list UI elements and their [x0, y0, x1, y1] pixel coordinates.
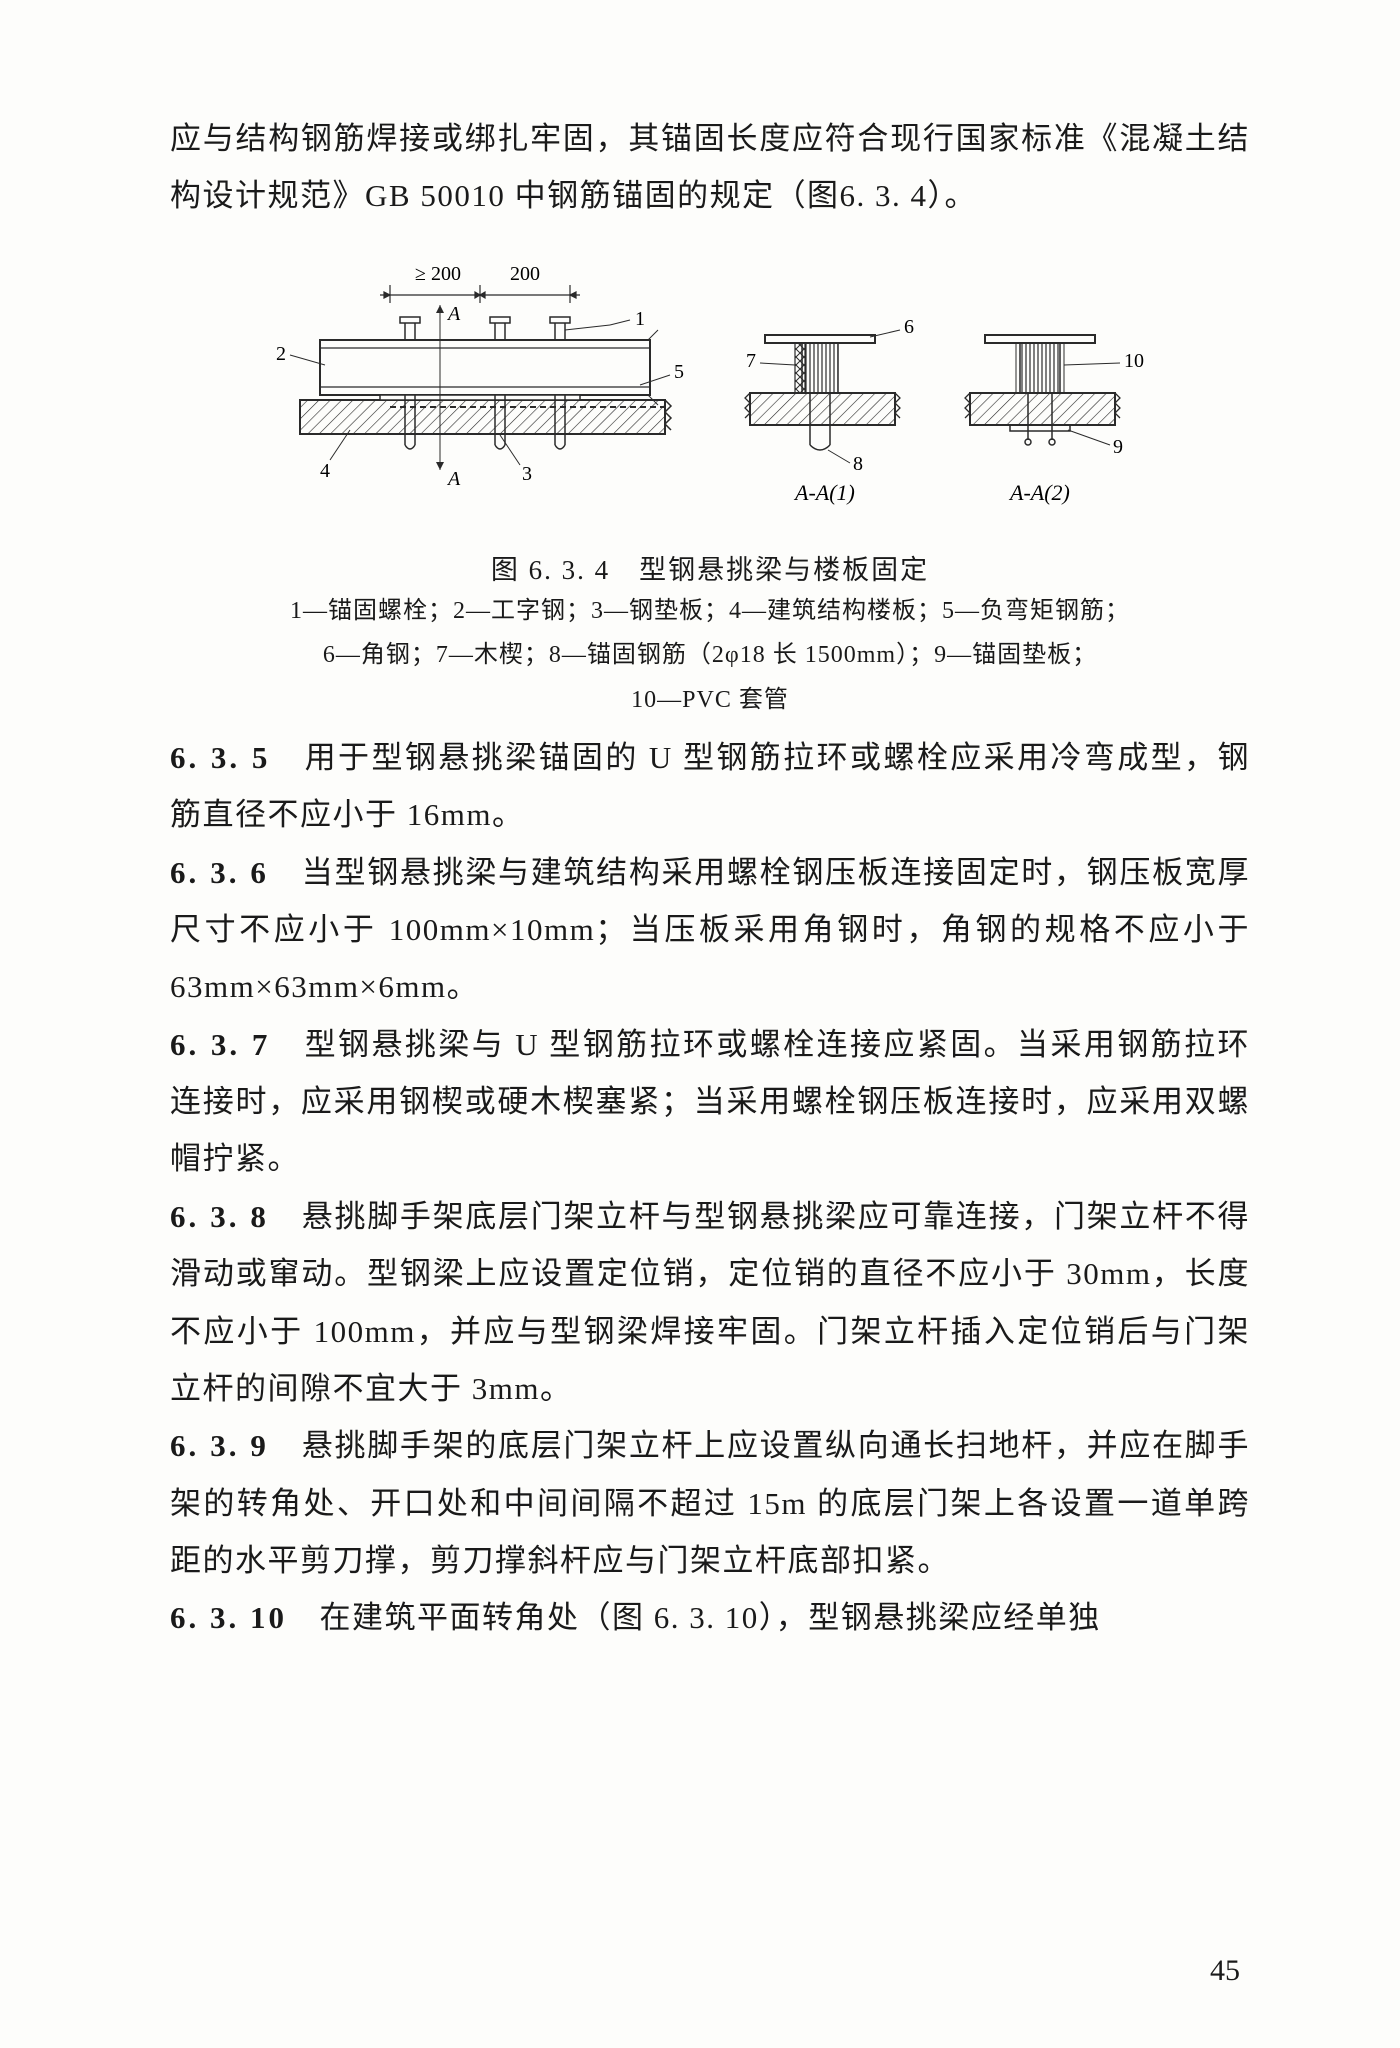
- section-text: 当型钢悬挑梁与建筑结构采用螺栓钢压板连接固定时，钢压板宽厚尺寸不应小于 100m…: [170, 855, 1250, 1005]
- section-text: 在建筑平面转角处（图 6. 3. 10），型钢悬挑梁应经单独: [287, 1600, 1101, 1635]
- section-num: 6. 3. 7: [170, 1027, 270, 1062]
- figure-legend-3: 10—PVC 套管: [170, 680, 1250, 721]
- section-num: 6. 3. 6: [170, 855, 269, 890]
- callout-4: 4: [320, 460, 330, 482]
- callout-8: 8: [853, 453, 863, 475]
- section-num: 6. 3. 10: [170, 1600, 287, 1635]
- section-num: 6. 3. 8: [170, 1199, 269, 1234]
- figure-6-3-4: ≥ 200 200: [170, 245, 1250, 721]
- section-6-3-5: 6. 3. 5 用于型钢悬挑梁锚固的 U 型钢筋拉环或螺栓应采用冷弯成型，钢筋直…: [170, 729, 1250, 844]
- section-A-top: A: [446, 303, 461, 325]
- page: 应与结构钢筋焊接或绑扎牢固，其锚固长度应符合现行国家标准《混凝土结构设计规范》G…: [0, 0, 1400, 2048]
- section-6-3-7: 6. 3. 7 型钢悬挑梁与 U 型钢筋拉环或螺栓连接应紧固。当采用钢筋拉环连接…: [170, 1016, 1250, 1188]
- callout-9: 9: [1113, 436, 1123, 458]
- section-6-3-9: 6. 3. 9 悬挑脚手架的底层门架立杆上应设置纵向通长扫地杆，并应在脚手架的转…: [170, 1417, 1250, 1589]
- section-aa2: 10 9 A-A(2): [965, 335, 1144, 505]
- section-text: 用于型钢悬挑梁锚固的 U 型钢筋拉环或螺栓应采用冷弯成型，钢筋直径不应小于 16…: [170, 740, 1250, 832]
- page-number: 45: [1210, 1954, 1240, 1988]
- callout-5: 5: [674, 361, 684, 383]
- callout-1: 1: [635, 308, 645, 330]
- figure-legend-1: 1—锚固螺栓；2—工字钢；3—钢垫板；4—建筑结构楼板；5—负弯矩钢筋；: [170, 591, 1250, 632]
- section-text: 悬挑脚手架的底层门架立杆上应设置纵向通长扫地杆，并应在脚手架的转角处、开口处和中…: [170, 1428, 1250, 1578]
- figure-svg: ≥ 200 200: [270, 245, 1150, 535]
- section-num: 6. 3. 9: [170, 1428, 269, 1463]
- elevation-view: ≥ 200 200: [276, 263, 684, 490]
- section-label-aa1: A-A(1): [793, 480, 855, 505]
- section-aa1: 6 7 8 A-A(1): [745, 316, 914, 505]
- callout-10: 10: [1124, 350, 1144, 372]
- section-6-3-6: 6. 3. 6 当型钢悬挑梁与建筑结构采用螺栓钢压板连接固定时，钢压板宽厚尺寸不…: [170, 844, 1250, 1016]
- section-A-bot: A: [446, 468, 461, 490]
- callout-2: 2: [276, 343, 286, 365]
- section-6-3-10: 6. 3. 10 在建筑平面转角处（图 6. 3. 10），型钢悬挑梁应经单独: [170, 1589, 1250, 1646]
- section-label-aa2: A-A(2): [1008, 480, 1070, 505]
- callout-3: 3: [522, 463, 532, 485]
- intro-paragraph: 应与结构钢筋焊接或绑扎牢固，其锚固长度应符合现行国家标准《混凝土结构设计规范》G…: [170, 110, 1250, 225]
- callout-7: 7: [746, 350, 756, 372]
- figure-caption: 图 6. 3. 4 型钢悬挑梁与楼板固定: [170, 548, 1250, 587]
- callout-6: 6: [904, 316, 914, 338]
- section-text: 悬挑脚手架底层门架立杆与型钢悬挑梁应可靠连接，门架立杆不得滑动或窜动。型钢梁上应…: [170, 1199, 1250, 1406]
- section-text: 型钢悬挑梁与 U 型钢筋拉环或螺栓连接应紧固。当采用钢筋拉环连接时，应采用钢楔或…: [170, 1027, 1250, 1177]
- section-6-3-8: 6. 3. 8 悬挑脚手架底层门架立杆与型钢悬挑梁应可靠连接，门架立杆不得滑动或…: [170, 1188, 1250, 1417]
- figure-legend-2: 6—角钢；7—木楔；8—锚固钢筋（2φ18 长 1500mm）；9—锚固垫板；: [170, 635, 1250, 676]
- section-num: 6. 3. 5: [170, 740, 270, 775]
- dim-200: 200: [510, 263, 540, 285]
- dim-ge200: ≥ 200: [415, 263, 461, 285]
